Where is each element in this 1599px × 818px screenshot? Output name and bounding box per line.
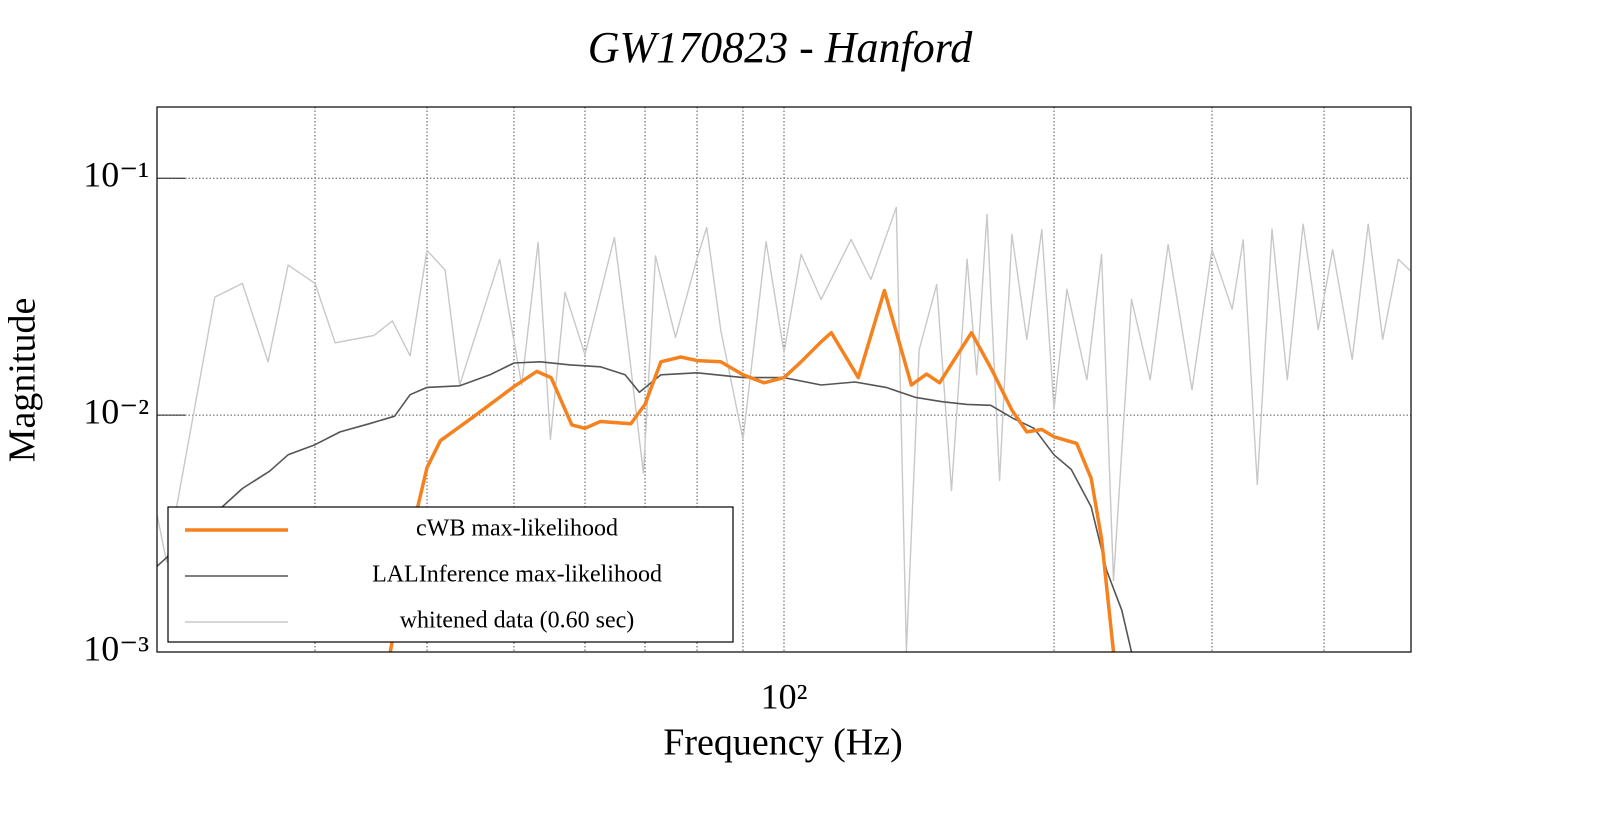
series-line: [157, 206, 1411, 652]
legend: cWB max-likelihood LALInference max-likel…: [167, 506, 734, 643]
plot-lines: [157, 206, 1411, 652]
series-line: [157, 361, 1133, 652]
x-tick-label: 10²: [761, 676, 808, 716]
y-tick-label: 10⁻¹: [83, 155, 149, 195]
series-line: [388, 288, 1116, 652]
x-axis-title: Frequency (Hz): [663, 722, 903, 764]
y-tick-label: 10⁻³: [83, 628, 149, 668]
legend-label: whitened data (0.60 sec): [400, 608, 635, 634]
y-axis-title: Magnitude: [2, 298, 44, 463]
chart-title: GW170823 - Hanford: [588, 23, 974, 72]
plot-frame: [156, 106, 1412, 653]
y-tick-label: 10⁻²: [83, 391, 149, 431]
legend-label: cWB max-likelihood: [416, 516, 618, 542]
legend-label: LALInference max-likelihood: [372, 562, 662, 588]
